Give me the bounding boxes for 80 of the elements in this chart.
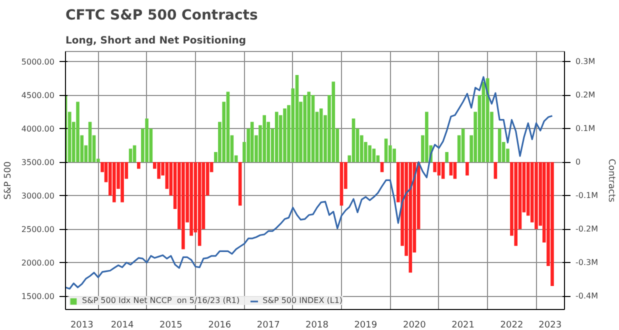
bar	[445, 152, 448, 162]
y2-tick-label: 0.1M	[576, 124, 596, 134]
bar	[226, 92, 230, 162]
x-tick-label: 2019	[354, 320, 378, 330]
bar	[132, 145, 136, 162]
x-tick-label: 2014	[110, 320, 134, 330]
bar	[303, 95, 307, 162]
bar	[340, 162, 344, 206]
x-tick-label: 2017	[256, 320, 280, 330]
bar	[88, 122, 92, 162]
bar	[332, 82, 336, 162]
bar	[372, 148, 376, 162]
bar	[283, 108, 286, 162]
y2-tick-label: -0.2M	[576, 224, 598, 234]
bar	[449, 162, 453, 176]
bar	[182, 162, 185, 250]
bar	[76, 102, 80, 162]
y-tick-label: 3000.00	[21, 192, 55, 201]
y2-tick-label: -0.4M	[576, 292, 598, 301]
bar	[157, 162, 160, 179]
bar	[441, 162, 445, 179]
x-tick-label: 2015	[159, 320, 182, 330]
bar	[486, 78, 490, 162]
bar	[319, 108, 323, 162]
bar	[250, 122, 254, 162]
y-axis-title: S&P 500	[3, 161, 14, 200]
line-series	[66, 76, 554, 290]
bar	[534, 162, 538, 230]
y2-tick-label: -0.3M	[576, 258, 598, 268]
bar	[262, 115, 266, 162]
y2-axis-title: Contracts	[606, 158, 616, 203]
x-tick-label: 2022	[500, 320, 524, 330]
bar	[145, 118, 148, 162]
y-tick-label: 2500.00	[21, 225, 55, 234]
bar	[498, 128, 502, 162]
bar	[461, 128, 465, 162]
x-tick-label: 2023	[538, 320, 562, 330]
bar	[128, 148, 132, 162]
bar	[494, 162, 498, 179]
y2-tick-label: 0.2M	[576, 90, 596, 100]
bar	[380, 162, 384, 172]
legend-label: S&P 500 Idx Net NCCP on 5/16/23 (R1)	[82, 296, 240, 305]
y-tick-label: 2000.00	[21, 258, 55, 268]
y-tick-label: 1500.00	[21, 292, 55, 302]
y-tick-label: 3500.00	[21, 158, 55, 168]
chart-title: CFTC S&P 500 Contracts	[66, 8, 258, 24]
bar	[550, 162, 554, 286]
y2-tick-label: -0.1M	[576, 191, 598, 200]
bar	[352, 118, 356, 162]
bar	[238, 162, 242, 206]
bar	[392, 148, 396, 162]
bar	[425, 112, 428, 162]
x-tick-label: 2020	[402, 320, 426, 330]
bar	[120, 162, 124, 202]
y2-tick-label: 0	[576, 158, 581, 167]
bar	[433, 162, 436, 172]
bar	[190, 162, 193, 236]
bar	[466, 162, 469, 176]
chart-subtitle: Long, Short and Net Positioning	[66, 36, 246, 46]
x-tick-label: 2016	[208, 320, 232, 330]
bar	[307, 92, 311, 162]
y-tick-label: 5000.00	[21, 58, 55, 67]
bar	[368, 145, 372, 162]
y-tick-label: 4500.00	[21, 91, 55, 100]
legend-label: S&P 500 INDEX (L1)	[262, 296, 343, 305]
bar	[437, 162, 441, 176]
y2-tick-label: 0.3M	[576, 57, 596, 66]
bar	[198, 162, 202, 246]
bar	[311, 95, 315, 162]
bar	[295, 74, 299, 162]
bar	[514, 162, 518, 246]
bar	[453, 162, 457, 179]
bar	[137, 162, 140, 169]
bar	[112, 162, 116, 202]
bar	[274, 112, 278, 162]
x-tick-label: 2021	[452, 320, 475, 330]
bar	[384, 138, 388, 162]
y-tick-label: 4000.00	[21, 124, 55, 134]
x-tick-label: 2013	[70, 320, 94, 330]
x-tick-label: 2018	[306, 320, 329, 330]
